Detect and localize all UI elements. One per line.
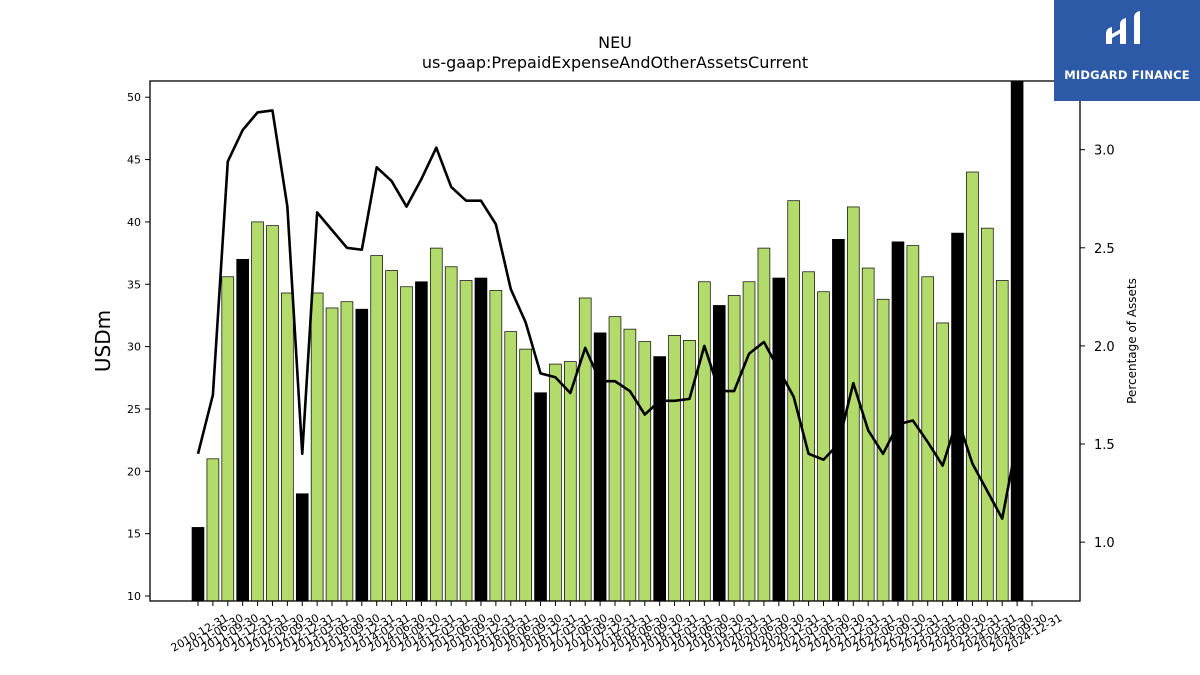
midgard-logo-icon: [1106, 11, 1140, 44]
y2-tick-label: 2.0: [1094, 340, 1115, 355]
bar-2011-09-30: [236, 258, 249, 602]
y-tick-label: 15: [127, 528, 141, 541]
bar-2017-03-31: [564, 361, 577, 602]
bar-2023-03-31: [921, 276, 935, 602]
bar-2019-09-30: [712, 305, 726, 602]
y2-tick-label: 3.0: [1094, 144, 1115, 159]
bar-2023-12-31: [966, 171, 979, 602]
bar-2019-12-31: [727, 295, 741, 602]
bar-2012-12-31: [310, 292, 324, 602]
bar-2022-06-30: [876, 298, 890, 602]
bar-2014-12-31: [429, 247, 443, 602]
bar-2017-06-30: [578, 297, 592, 602]
bar-2013-09-30: [355, 308, 369, 602]
bar-2016-03-31: [504, 331, 518, 602]
y2-tick-label: 1.5: [1094, 438, 1115, 453]
y2-axis-label: Percentage of Assets: [1125, 278, 1139, 404]
brand-name: MIDGARD FINANCE: [1064, 68, 1190, 82]
chart-subtitle: us-gaap:PrepaidExpenseAndOtherAssetsCurr…: [422, 53, 808, 72]
bar-2015-06-30: [459, 280, 473, 602]
bar-2010-12-31: [191, 527, 205, 602]
brand-logo: MIDGARD FINANCE: [1054, 0, 1200, 101]
bar-2021-06-30: [817, 291, 830, 602]
bar-2019-06-30: [698, 281, 711, 602]
bar-2012-06-30: [281, 292, 294, 602]
y-tick-label: 45: [127, 154, 141, 167]
y-tick-label: 35: [127, 278, 141, 291]
bar-2016-06-30: [519, 348, 532, 602]
y-tick-label: 10: [127, 590, 141, 603]
bar-2021-09-30: [832, 239, 845, 602]
bar-2011-03-31: [206, 458, 220, 602]
bar-2020-03-31: [742, 281, 756, 602]
bar-2018-12-31: [668, 335, 681, 602]
bar-2016-09-30: [534, 392, 547, 602]
bar-2015-03-31: [444, 266, 458, 602]
bar-group: [191, 80, 1024, 602]
bar-2011-06-30: [221, 276, 235, 602]
bar-2024-06-30: [995, 280, 1009, 602]
x-axis: 2010-12-312011-06-302011-09-302011-12-31…: [169, 601, 1065, 655]
bar-2012-09-30: [295, 493, 309, 602]
y-tick-label: 20: [127, 465, 141, 478]
y-tick-label: 25: [127, 403, 141, 416]
y2-tick-label: 2.5: [1094, 242, 1115, 257]
y-tick-label: 50: [127, 91, 141, 104]
y-tick-label: 40: [127, 216, 141, 229]
bar-2014-03-31: [385, 270, 398, 602]
bar-2020-09-30: [772, 277, 786, 602]
y-axis-right: 1.0 1.5 2.0 2.5 3.0: [1080, 144, 1115, 551]
y-tick-label: 30: [127, 341, 141, 354]
bar-2015-09-30: [474, 277, 488, 602]
percentage-line: [196, 109, 1019, 520]
y-axis-label: USDm: [91, 310, 115, 372]
y-axis-left: 10 15 20 25 30 35 40 45 50: [127, 91, 150, 603]
bar-2013-03-31: [325, 307, 339, 602]
bar-2018-03-31: [623, 328, 637, 602]
bar-2014-06-30: [400, 286, 413, 602]
bar-2023-09-30: [951, 232, 964, 602]
bar-2014-09-30: [415, 281, 428, 602]
bar-2020-06-30: [757, 247, 771, 602]
bar-2018-06-30: [638, 341, 652, 602]
bar-2018-09-30: [653, 356, 666, 602]
bar-2013-06-30: [340, 301, 354, 602]
bar-2024-03-31: [981, 227, 994, 602]
bar-2011-12-31: [251, 221, 264, 602]
chart-title: NEU: [598, 33, 632, 52]
bar-2017-12-31: [608, 316, 622, 602]
bar-2022-09-30: [891, 241, 905, 602]
y2-tick-label: 1.0: [1094, 536, 1115, 551]
bar-2015-12-31: [489, 290, 503, 602]
bar-2024-09-30: [1010, 80, 1024, 602]
bar-2012-03-31: [266, 225, 279, 602]
bar-2013-12-31: [370, 255, 384, 602]
bar-2016-12-31: [549, 363, 562, 602]
bar-2022-12-31: [906, 245, 920, 602]
line-layer: [196, 109, 1019, 520]
